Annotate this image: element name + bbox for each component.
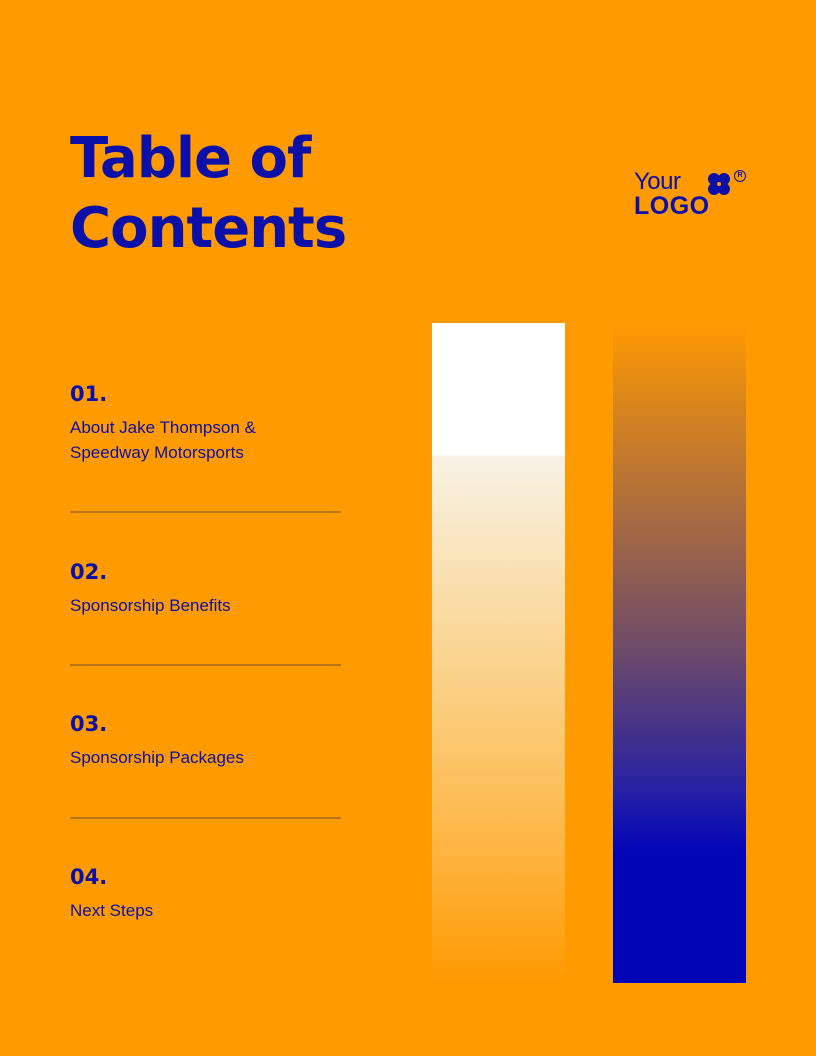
logo-text-your: Your [634, 168, 681, 195]
toc-item-label: Next Steps [70, 901, 154, 920]
toc-item-label: About Jake Thompson & Speedway Motorspor… [70, 418, 256, 462]
page-title: Table of Contents [70, 126, 347, 261]
logo-text-logo: LOGO [634, 192, 710, 220]
divider [70, 664, 341, 666]
toc-item-2[interactable]: 02. Sponsorship Benefits [70, 559, 342, 618]
toc-item-number: 03. [70, 712, 108, 736]
registered-mark-icon: R [734, 170, 746, 182]
four-petal-flower-icon [706, 172, 732, 201]
toc-item-4[interactable]: 04. Next Steps [70, 864, 342, 923]
divider [70, 511, 341, 513]
toc-item-number: 04. [70, 865, 108, 889]
toc-item-1[interactable]: 01. About Jake Thompson & Speedway Motor… [70, 381, 342, 465]
decorative-gradient-bar-right [613, 323, 746, 983]
toc-item-number: 02. [70, 560, 108, 584]
toc-item-3[interactable]: 03. Sponsorship Packages [70, 711, 342, 770]
logo: Your R LOGO [634, 168, 754, 222]
divider [70, 817, 341, 819]
toc-item-label: Sponsorship Benefits [70, 596, 231, 615]
toc-item-number: 01. [70, 382, 108, 406]
toc-item-label: Sponsorship Packages [70, 748, 244, 767]
decorative-gradient-bar-left [432, 323, 565, 983]
